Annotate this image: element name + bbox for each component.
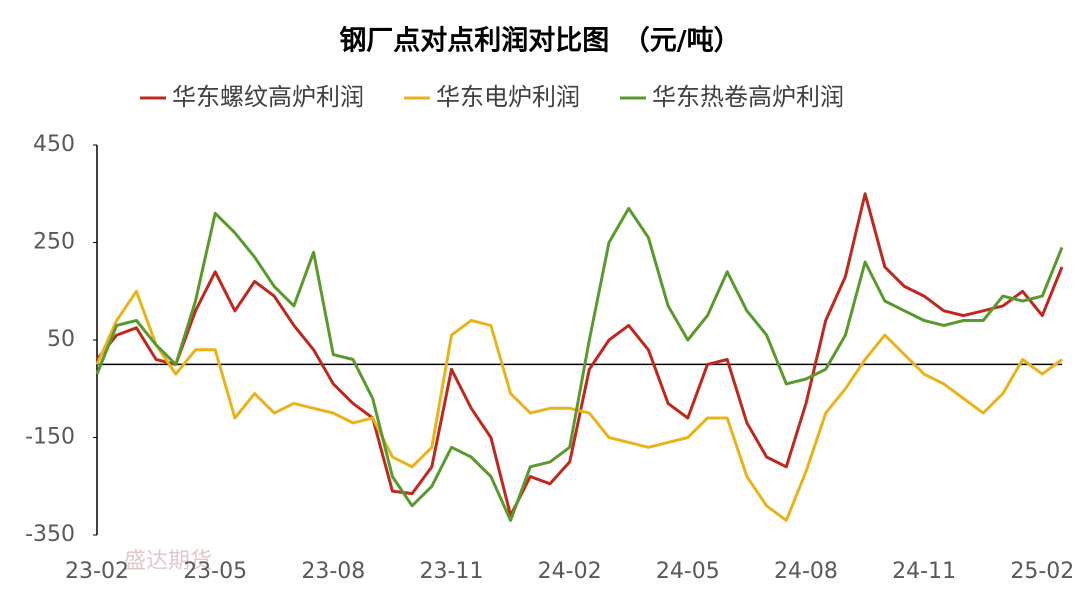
x-tick-label: 23-05 — [183, 559, 247, 584]
x-tick-label: 23-02 — [65, 559, 129, 584]
y-tick-label: -150 — [25, 425, 75, 450]
legend-label: 华东电炉利润 — [436, 83, 580, 111]
y-tick-label: 50 — [47, 327, 75, 352]
legend-label: 华东热卷高炉利润 — [652, 83, 844, 111]
x-tick-label: 24-08 — [774, 559, 838, 584]
legend-label: 华东螺纹高炉利润 — [172, 83, 364, 111]
y-tick-label: 250 — [33, 230, 75, 255]
y-tick-label: 450 — [33, 132, 75, 157]
y-tick-label: -350 — [25, 522, 75, 547]
x-tick-label: 24-11 — [892, 559, 956, 584]
x-tick-label: 23-08 — [301, 559, 365, 584]
watermark: 盛达期货 — [124, 549, 212, 574]
series-line — [95, 289, 1063, 522]
series-line — [95, 206, 1064, 522]
series-line — [95, 192, 1064, 517]
x-tick-label: 23-11 — [420, 559, 484, 584]
x-tick-label: 24-05 — [656, 559, 720, 584]
x-tick-label: 24-02 — [538, 559, 602, 584]
x-tick-label: 25-02 — [1010, 559, 1074, 584]
chart-title: 钢厂点对点利润对比图 （元/吨） — [339, 25, 740, 57]
